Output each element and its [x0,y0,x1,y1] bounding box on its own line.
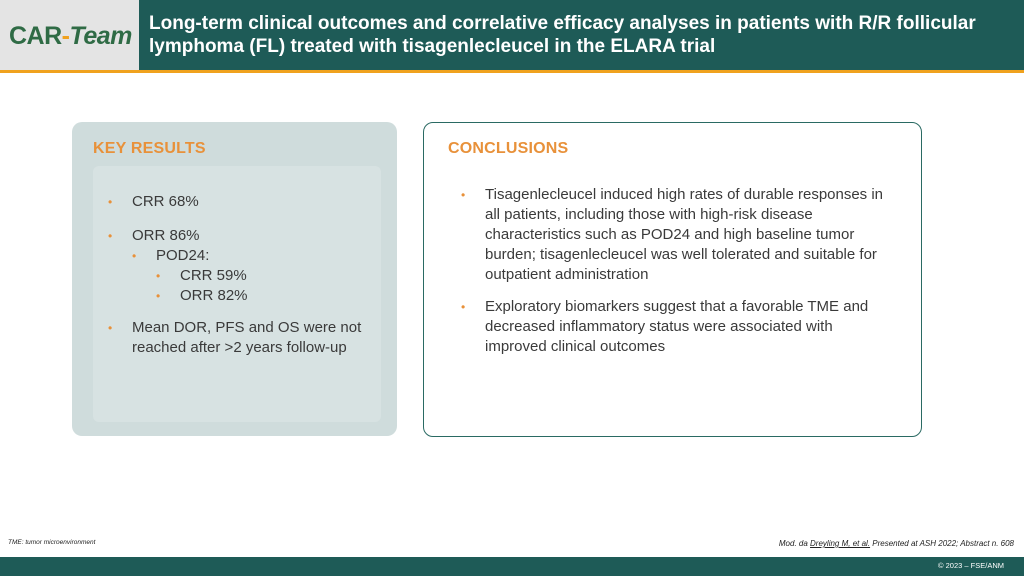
list-item: POD24: [93,246,393,266]
list-item: ORR 82% [93,286,393,306]
key-results-list: CRR 68% ORR 86% POD24: CRR 59% ORR 82% M… [93,192,393,358]
conclusions-heading: CONCLUSIONS [448,140,569,157]
reference-author-link[interactable]: Dreyling M, et al. [810,539,871,548]
logo-area: CAR-Team [0,0,139,72]
copyright-text: © 2023 – FSE/ANM [938,561,1004,570]
abbreviation-footnote: TME: tumor microenvironment [8,539,96,546]
list-item: CRR 59% [93,266,393,286]
key-results-card: KEY RESULTS CRR 68% ORR 86% POD24: CRR 5… [72,122,397,436]
header-divider [0,70,1024,73]
car-team-logo: CAR-Team [9,22,132,50]
title-bar: Long-term clinical outcomes and correlat… [139,0,1024,72]
key-results-heading: KEY RESULTS [93,140,206,157]
conclusions-list: Tisagenlecleucel induced high rates of d… [446,185,896,357]
list-item: Mean DOR, PFS and OS were not reached af… [93,318,393,358]
list-item: ORR 86% [93,226,393,246]
conclusions-card: CONCLUSIONS Tisagenlecleucel induced hig… [423,122,922,437]
list-item: Tisagenlecleucel induced high rates of d… [446,185,896,285]
list-item: CRR 68% [93,192,393,212]
footer-bar: © 2023 – FSE/ANM [0,557,1024,576]
header: CAR-Team Long-term clinical outcomes and… [0,0,1024,73]
list-item: Exploratory biomarkers suggest that a fa… [446,297,896,357]
slide-title: Long-term clinical outcomes and correlat… [149,13,976,57]
reference-footnote: Mod. da Dreyling M, et al. Presented at … [778,539,1014,548]
